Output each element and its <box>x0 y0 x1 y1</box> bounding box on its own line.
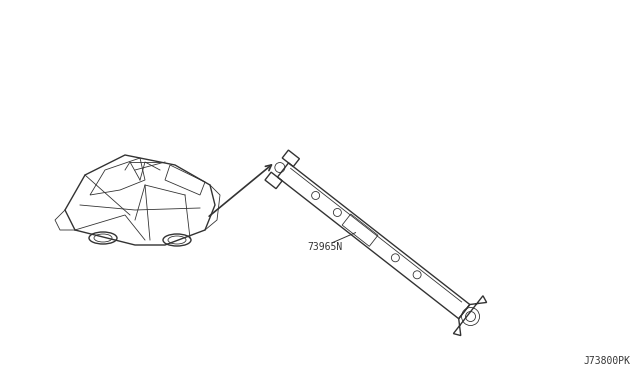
Text: J73800PK: J73800PK <box>583 356 630 366</box>
Text: 73965N: 73965N <box>307 242 343 251</box>
